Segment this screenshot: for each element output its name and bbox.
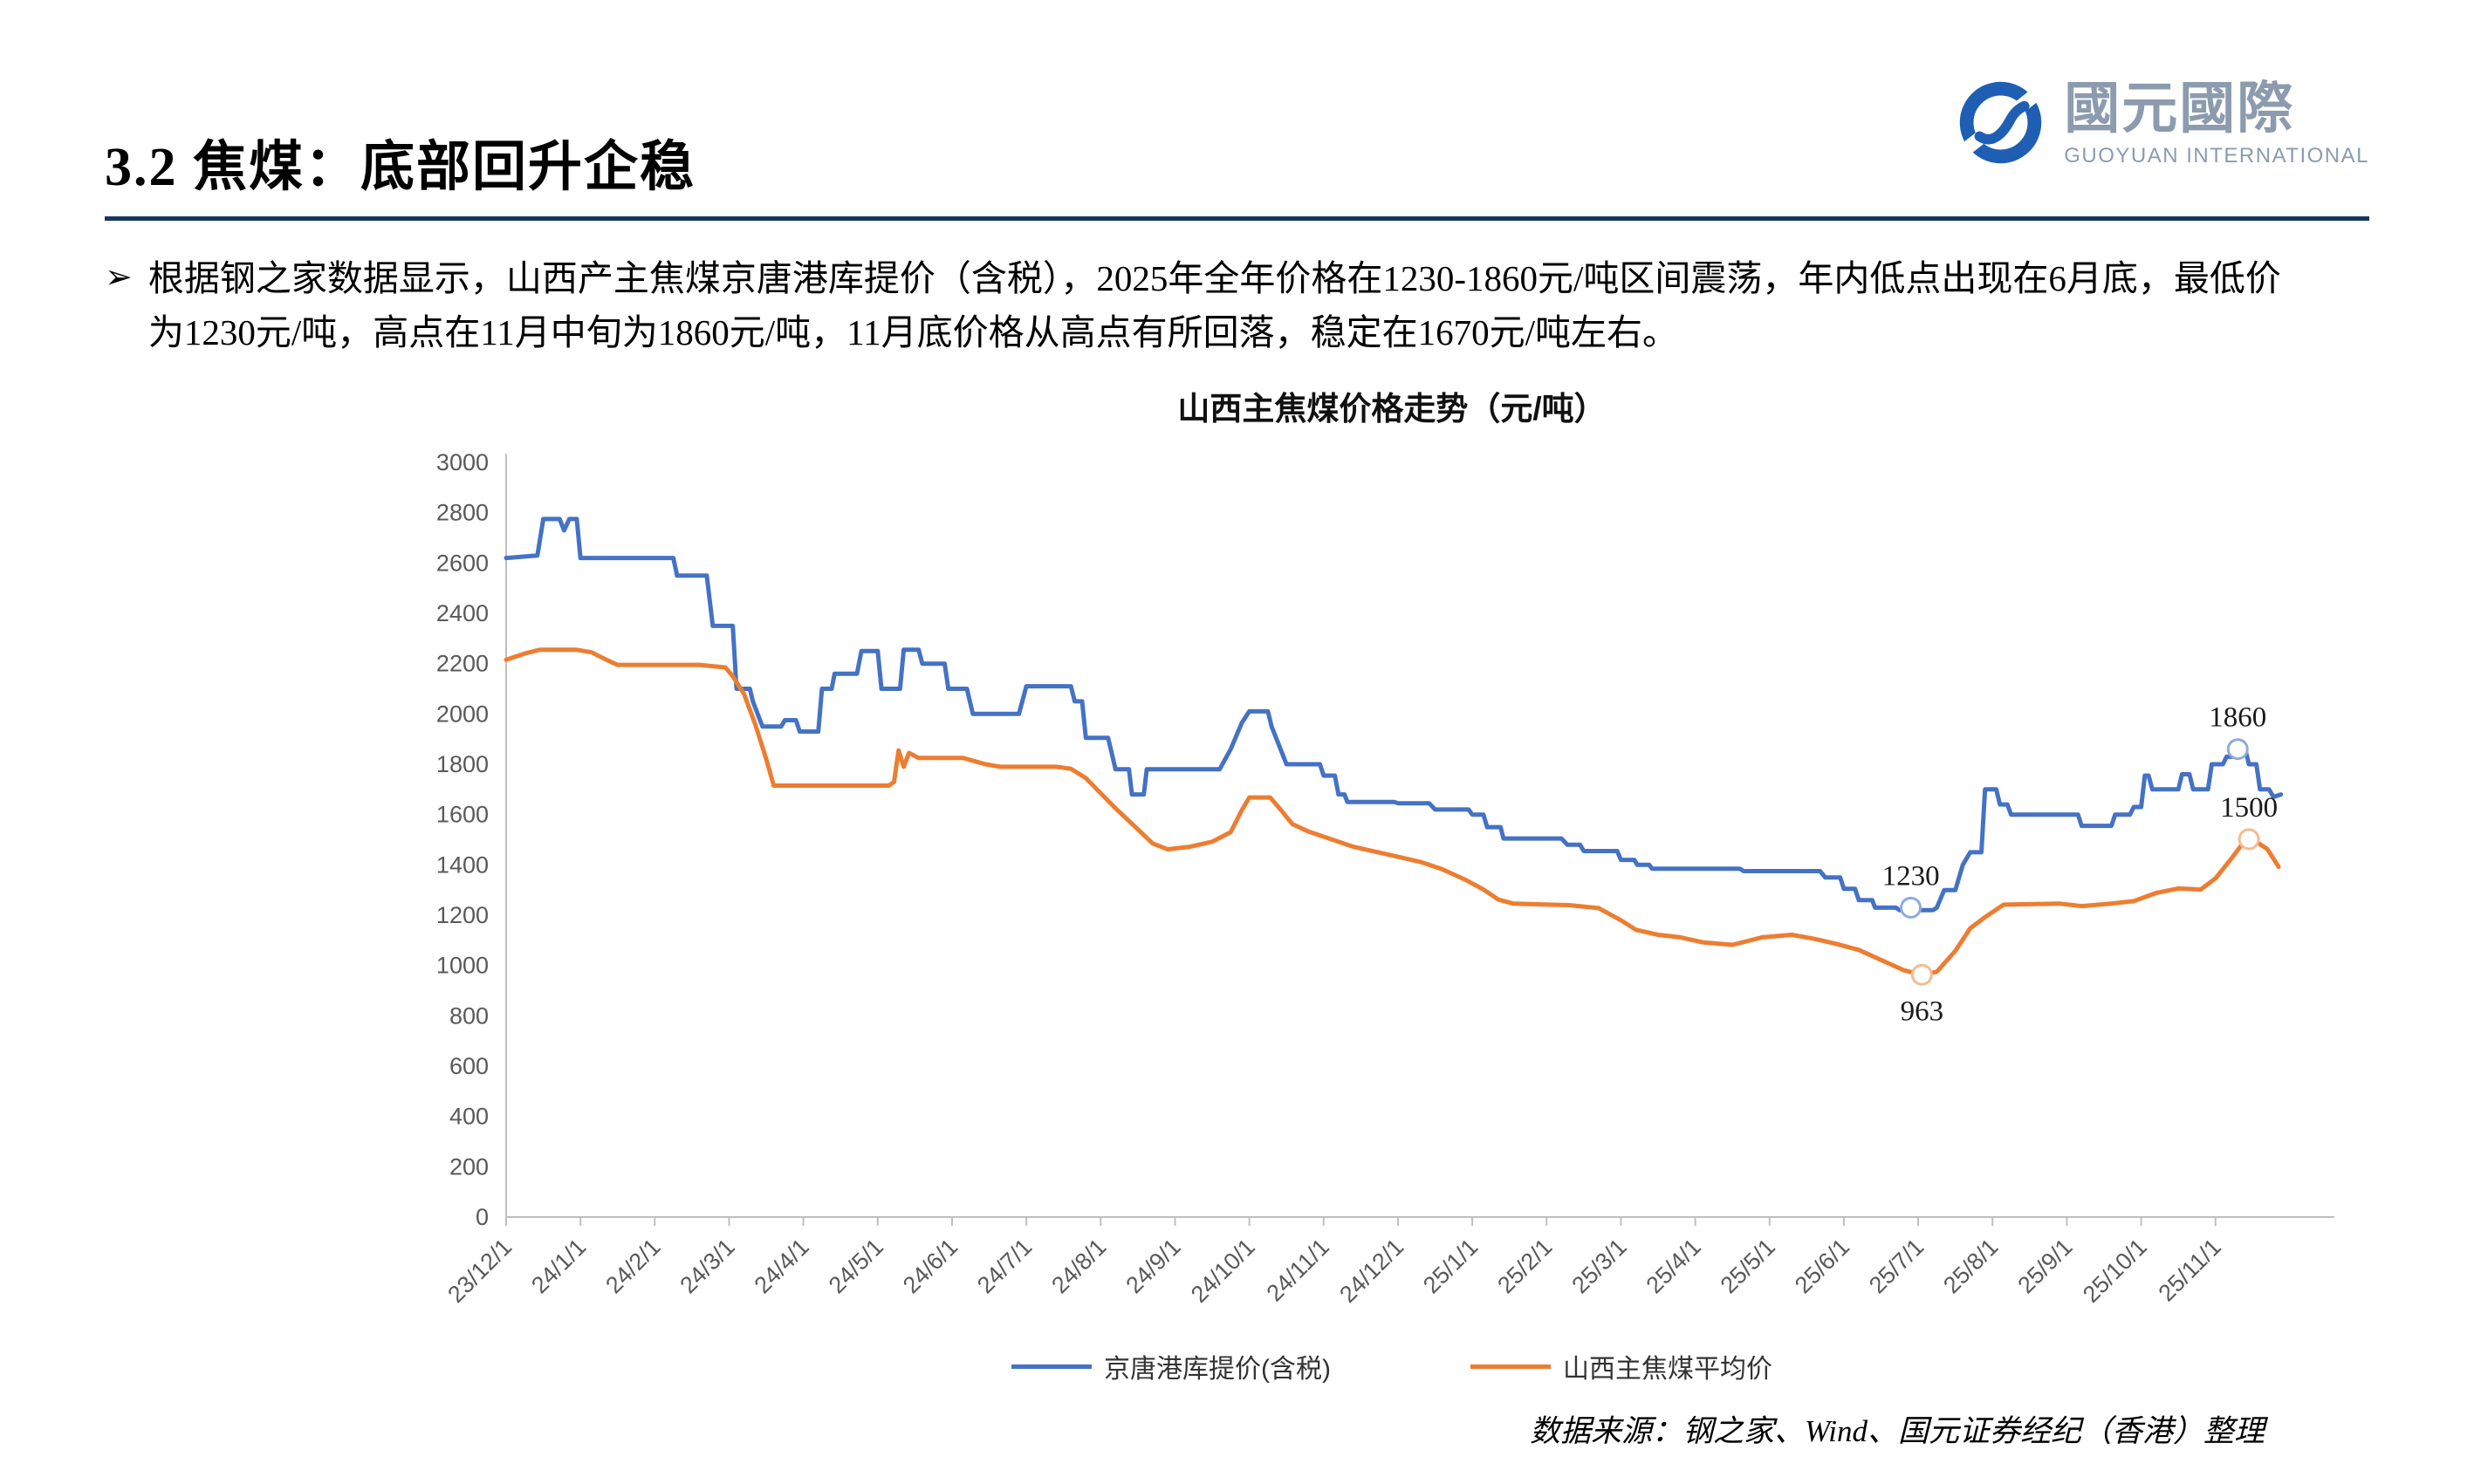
page-title: 3.2 焦煤：底部回升企稳	[105, 138, 696, 197]
svg-text:0: 0	[476, 1204, 489, 1230]
svg-text:1230: 1230	[1882, 860, 1940, 892]
legend-item-shanxi-average-price: 山西主焦煤平均价	[1470, 1347, 1772, 1385]
svg-text:2400: 2400	[436, 600, 489, 626]
bullet-arrow-icon: ➢	[105, 259, 133, 296]
title-underline	[105, 216, 2369, 221]
svg-text:1200: 1200	[436, 902, 489, 928]
svg-text:1860: 1860	[2209, 702, 2266, 734]
svg-text:25/10/1: 25/10/1	[2078, 1234, 2152, 1308]
svg-text:25/3/1: 25/3/1	[1566, 1234, 1631, 1298]
svg-text:24/6/1: 24/6/1	[898, 1234, 963, 1298]
svg-text:600: 600	[449, 1053, 489, 1079]
svg-text:24/12/1: 24/12/1	[1334, 1234, 1408, 1308]
svg-text:24/11/1: 24/11/1	[1262, 1234, 1335, 1307]
svg-text:24/9/1: 24/9/1	[1120, 1234, 1185, 1298]
svg-text:25/2/1: 25/2/1	[1492, 1234, 1557, 1298]
svg-text:400: 400	[449, 1104, 489, 1130]
data-source-note: 数据来源：钢之家、Wind、国元证券经纪（香港）整理	[1530, 1414, 2265, 1448]
summary-bullet: ➢ 根据钢之家数据显示，山西产主焦煤京唐港库提价（含税），2025年全年价格在1…	[105, 252, 2361, 359]
svg-text:23/12/1: 23/12/1	[442, 1234, 517, 1308]
legend-label-shanxi: 山西主焦煤平均价	[1562, 1355, 1772, 1384]
svg-text:2600: 2600	[436, 550, 489, 576]
chart-title: 山西主焦煤价格走势（元/吨）	[1177, 391, 1607, 427]
svg-text:1600: 1600	[436, 802, 489, 828]
svg-text:2800: 2800	[436, 500, 489, 526]
guoyuan-logo-icon	[1955, 77, 2046, 173]
svg-text:25/8/1: 25/8/1	[1938, 1234, 2003, 1298]
legend-item-jingtang-port-price: 京唐港库提价(含税)	[1011, 1347, 1331, 1385]
svg-text:25/7/1: 25/7/1	[1864, 1234, 1929, 1298]
svg-text:1400: 1400	[436, 851, 489, 878]
orange-line-swatch	[1470, 1364, 1551, 1369]
svg-text:1000: 1000	[436, 953, 489, 979]
svg-text:24/4/1: 24/4/1	[750, 1234, 814, 1298]
chart-legend: 京唐港库提价(含税) 山西主焦煤平均价	[367, 1347, 2417, 1385]
svg-text:24/1/1: 24/1/1	[526, 1234, 591, 1298]
svg-text:2200: 2200	[436, 651, 489, 677]
logo-name-english: GUOYUAN INTERNATIONAL	[2064, 144, 2369, 168]
legend-label-jingtang: 京唐港库提价(含税)	[1104, 1355, 1331, 1384]
header: 3.2 焦煤：底部回升企稳 國元國際 GUOYUAN INTERNATIONAL	[0, 0, 2474, 201]
svg-text:24/2/1: 24/2/1	[600, 1234, 665, 1298]
svg-text:1800: 1800	[436, 751, 489, 777]
line-chart-canvas: 0 200 400 600 800 1000 1200 1400 1600 1800 2000 220…	[436, 449, 2334, 1308]
svg-text:24/8/1: 24/8/1	[1046, 1234, 1111, 1298]
svg-text:24/10/1: 24/10/1	[1186, 1234, 1260, 1308]
svg-text:25/9/1: 25/9/1	[2012, 1234, 2077, 1298]
svg-text:2000: 2000	[436, 701, 489, 727]
svg-text:25/5/1: 25/5/1	[1716, 1234, 1780, 1298]
summary-text: 根据钢之家数据显示，山西产主焦煤京唐港库提价（含税），2025年全年价格在123…	[147, 258, 2281, 352]
svg-text:1500: 1500	[2220, 792, 2278, 824]
logo-name-chinese: 國元國際	[2064, 78, 2295, 140]
svg-text:3000: 3000	[436, 449, 489, 475]
svg-text:24/3/1: 24/3/1	[675, 1234, 739, 1298]
svg-text:25/1/1: 25/1/1	[1418, 1234, 1483, 1298]
logo-text: 國元國際 GUOYUAN INTERNATIONAL	[2064, 81, 2369, 168]
svg-text:800: 800	[449, 1002, 489, 1029]
svg-text:25/4/1: 25/4/1	[1641, 1234, 1706, 1298]
svg-text:24/5/1: 24/5/1	[824, 1234, 888, 1298]
svg-text:24/7/1: 24/7/1	[972, 1234, 1037, 1298]
svg-text:200: 200	[449, 1153, 489, 1180]
svg-text:963: 963	[1901, 995, 1944, 1027]
blue-line-swatch	[1011, 1364, 1092, 1369]
guoyuan-logo: 國元國際 GUOYUAN INTERNATIONAL	[1955, 77, 2369, 173]
svg-text:25/6/1: 25/6/1	[1790, 1234, 1854, 1298]
svg-text:25/11/1: 25/11/1	[2153, 1234, 2226, 1307]
price-chart-block: 山西主焦煤价格走势（元/吨） 0 200 400 600 800 1000 1200 1400…	[367, 382, 2417, 1385]
